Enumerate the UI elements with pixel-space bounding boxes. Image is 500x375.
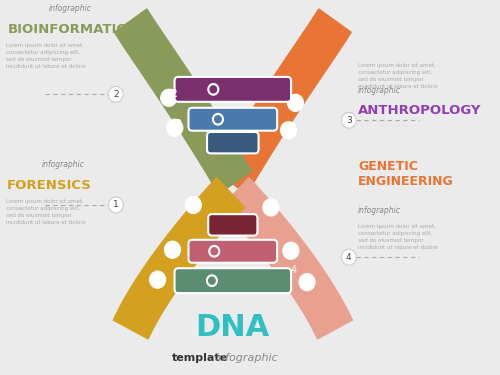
Circle shape xyxy=(167,119,182,136)
Text: template: template xyxy=(172,353,229,363)
Circle shape xyxy=(108,197,124,213)
Text: 2: 2 xyxy=(175,119,181,129)
Text: 1: 1 xyxy=(170,246,175,256)
Text: infographic: infographic xyxy=(216,353,278,363)
Circle shape xyxy=(164,241,180,258)
Circle shape xyxy=(283,242,298,259)
Text: infographic: infographic xyxy=(42,160,85,169)
Text: GENETIC
ENGINEERING: GENETIC ENGINEERING xyxy=(358,160,454,188)
Text: infographic: infographic xyxy=(49,4,92,13)
Circle shape xyxy=(288,94,304,111)
Polygon shape xyxy=(114,178,244,339)
Circle shape xyxy=(150,271,166,288)
Circle shape xyxy=(214,116,221,123)
Circle shape xyxy=(209,246,220,257)
Text: infographic: infographic xyxy=(358,86,401,95)
Text: 2: 2 xyxy=(170,89,177,99)
Circle shape xyxy=(108,86,124,102)
Text: Lorem ipsum dolor sit amet,
consectetur adipiscing elit,
sed do eiusmod tempor
i: Lorem ipsum dolor sit amet, consectetur … xyxy=(358,63,438,89)
Text: 4: 4 xyxy=(304,279,310,289)
Circle shape xyxy=(210,86,216,93)
Text: Lorem ipsum dolor sit amet,
consectetur adipiscing elit,
sed do eiusmod tempor
i: Lorem ipsum dolor sit amet, consectetur … xyxy=(6,199,86,225)
Circle shape xyxy=(161,89,176,106)
Circle shape xyxy=(206,275,218,286)
Circle shape xyxy=(263,199,279,216)
Text: FORENSICS: FORENSICS xyxy=(6,178,91,192)
Circle shape xyxy=(186,196,201,213)
Text: Lorem ipsum dolor sit amet,
consectetur adipiscing elit,
sed do eiusmod tempor
i: Lorem ipsum dolor sit amet, consectetur … xyxy=(358,224,438,250)
Text: 2: 2 xyxy=(270,202,277,212)
Text: 3: 3 xyxy=(346,116,352,125)
Text: 3: 3 xyxy=(288,95,296,105)
Circle shape xyxy=(212,114,224,125)
Text: 4: 4 xyxy=(346,253,352,262)
FancyBboxPatch shape xyxy=(188,108,277,131)
Text: Lorem ipsum dolor sit amet,
consectetur adipiscing elit,
sed do eiusmod tempor
i: Lorem ipsum dolor sit amet, consectetur … xyxy=(6,43,86,69)
Text: infographic: infographic xyxy=(358,206,401,215)
Circle shape xyxy=(280,122,296,139)
Circle shape xyxy=(299,274,315,291)
Circle shape xyxy=(208,84,218,95)
Polygon shape xyxy=(214,9,351,194)
Text: 1: 1 xyxy=(190,199,197,209)
Polygon shape xyxy=(222,178,352,339)
FancyBboxPatch shape xyxy=(207,132,258,153)
Circle shape xyxy=(342,112,356,128)
Text: ANTHROPOLOGY: ANTHROPOLOGY xyxy=(358,104,482,117)
Text: 1: 1 xyxy=(113,200,118,209)
FancyBboxPatch shape xyxy=(174,77,291,102)
FancyBboxPatch shape xyxy=(188,240,277,263)
Text: 2: 2 xyxy=(113,90,118,99)
Text: DNA: DNA xyxy=(196,313,270,342)
Text: 4: 4 xyxy=(290,265,296,275)
Circle shape xyxy=(211,248,218,255)
Circle shape xyxy=(208,277,215,284)
FancyBboxPatch shape xyxy=(208,214,258,236)
Polygon shape xyxy=(114,9,252,194)
FancyBboxPatch shape xyxy=(174,268,291,293)
Text: BIOINFORMATICS: BIOINFORMATICS xyxy=(8,23,136,36)
Circle shape xyxy=(342,249,356,265)
